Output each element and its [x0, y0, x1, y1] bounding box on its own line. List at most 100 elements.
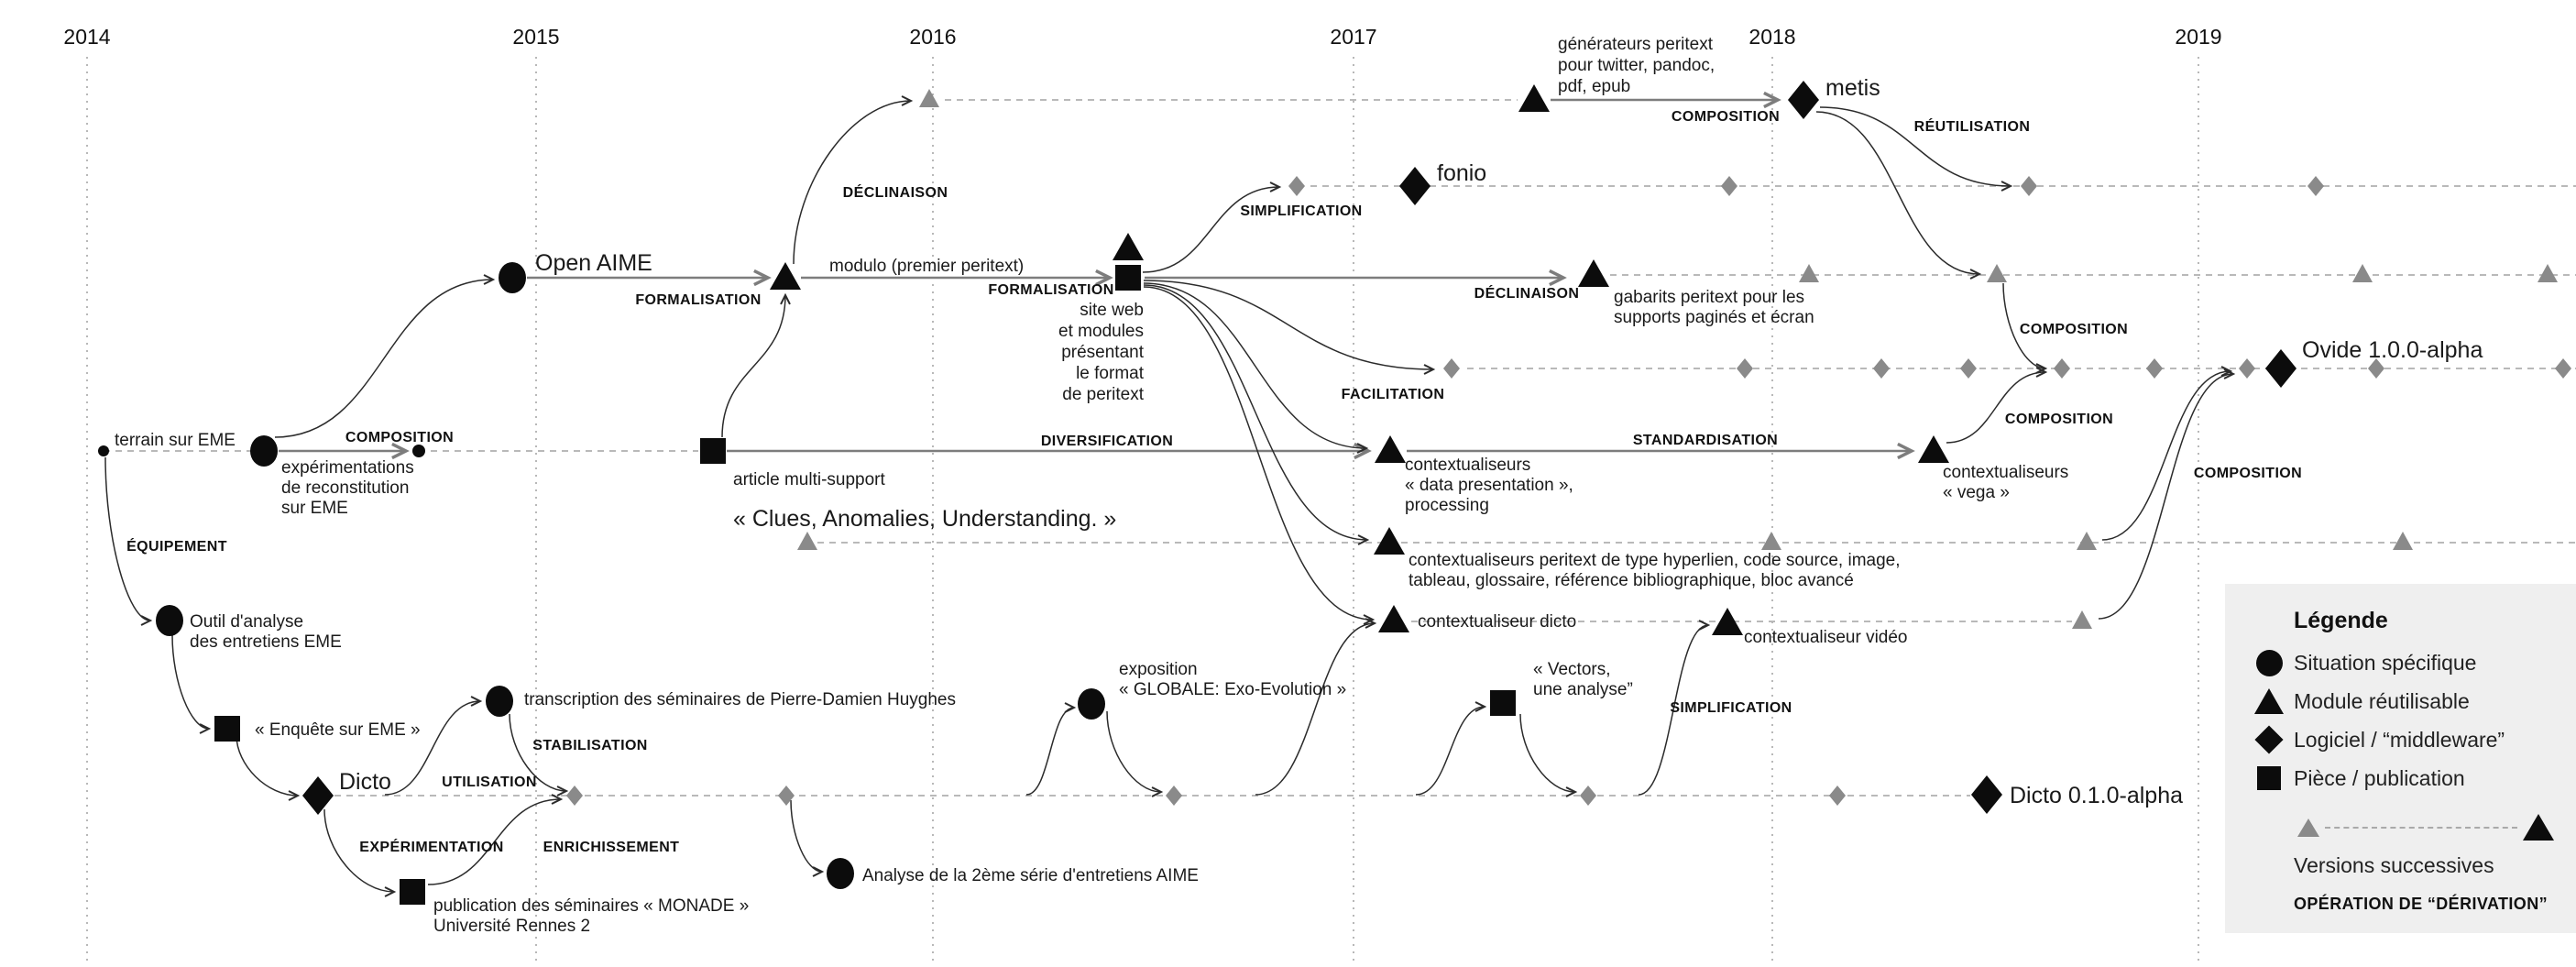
grey-diamond-marker-4 [1443, 358, 1460, 379]
edge-enquete-to-dicto [236, 734, 301, 801]
node-gabarits-peritext [1578, 259, 1609, 287]
edge-fan-hyperlien [1143, 284, 1370, 545]
label-contextualiseur-dicto: contextualiseur dicto [1418, 612, 1576, 632]
year-label-2018: 2018 [1748, 25, 1795, 49]
node-fonio [1399, 167, 1431, 205]
label-site-web-peritext: site web et modules présentant le format de … [1058, 301, 1145, 404]
node-publication-monade [400, 879, 425, 905]
node-metis [1788, 81, 1819, 119]
node-exposition-globale [1078, 688, 1105, 720]
grey-diamond-marker-2 [2021, 176, 2037, 196]
triangle-icon [2253, 688, 2285, 714]
edge-article-to-modulo [721, 292, 791, 438]
label-metis: metis [1825, 75, 1880, 101]
label-transcription: transcription des séminaires de Pierre-D… [524, 690, 956, 709]
year-label-2015: 2015 [512, 25, 559, 49]
op-label-13-composition: COMPOSITION [2194, 466, 2302, 481]
node-experimentations [250, 435, 278, 467]
edge-fan-ctx-dicto [1143, 286, 1376, 625]
op-label-16-enrichissement: ENRICHISSEMENT [543, 840, 680, 855]
legend-item-label: Logiciel / “middleware” [2294, 727, 2505, 752]
year-grid-layer: 2014 2015 2016 2017 2018 2019 [63, 25, 2222, 962]
grey-diamond-marker-10 [2239, 358, 2255, 379]
op-label-10-réutilisation: RÉUTILISATION [1914, 117, 2031, 135]
op-label-3-déclinaison: DÉCLINAISON [1474, 284, 1580, 302]
node-dicto [302, 776, 334, 815]
label-experimentations: expérimentations de reconstitution sur EME [281, 458, 414, 518]
node-site-web-peritext [1115, 265, 1141, 291]
grey-diamond-marker-15 [1166, 786, 1182, 806]
edge-to-analyse [790, 799, 825, 877]
version-markers-layer [566, 89, 2571, 806]
label-generateurs-peritext: générateurs peritext pour twitter, pandoc… [1558, 35, 1715, 96]
op-label-14-équipement: ÉQUIPEMENT [126, 537, 227, 555]
edge-composition-vega-ovide [1946, 367, 2048, 444]
black-triangle-icon [2523, 814, 2554, 841]
label-modulo: modulo (premier peritext) [829, 257, 1024, 276]
grey-triangle-marker-5 [797, 532, 817, 550]
grey-diamond-marker-13 [566, 786, 583, 806]
op-label-7-déclinaison: DÉCLINAISON [843, 183, 948, 201]
label-open-aime: Open AIME [535, 250, 652, 276]
op-label-18-stabilisation: STABILISATION [532, 738, 648, 753]
grey-triangle-marker-7 [2077, 532, 2097, 550]
label-clues-anomalies: « Clues, Anomalies, Understanding. » [733, 506, 1116, 532]
edge-simplification-fonio [1142, 181, 1282, 273]
node-terrain-sur-eme [98, 445, 109, 456]
grey-triangle-marker-4 [2538, 264, 2558, 282]
op-label-1-formalisation: FORMALISATION [635, 292, 761, 308]
year-label-2019: 2019 [2175, 25, 2221, 49]
edge-declinaison-up [793, 95, 914, 265]
year-label-2014: 2014 [63, 25, 110, 49]
label-terrain-sur-eme: terrain sur EME [115, 431, 236, 450]
legend-item-label: Module réutilisable [2294, 688, 2470, 713]
grey-diamond-marker-9 [2146, 358, 2163, 379]
grey-triangle-icon [2297, 818, 2319, 837]
node-contextualiseur-dicto [1378, 605, 1409, 632]
node-transcription [486, 686, 513, 717]
edge-utilisation [384, 696, 483, 796]
legend-title: Légende [2294, 608, 2388, 633]
edge-facilitation [1143, 280, 1436, 375]
edge-metis-to-gabarits-row [1815, 111, 1982, 280]
label-analyse-aime: Analyse de la 2ème série d'entretiens AI… [862, 866, 1199, 885]
grey-triangle-marker-6 [1761, 532, 1781, 550]
grey-diamond-marker-16 [1580, 786, 1596, 806]
edge-experimentation [323, 808, 397, 897]
edge-equipement [104, 456, 153, 626]
label-publication-monade: publication des séminaires « MONADE » Uni… [433, 896, 749, 936]
legend-versions-row [2297, 814, 2554, 841]
legend-item-label: Pièce / publication [2294, 765, 2465, 790]
edges-layer [104, 91, 2236, 897]
node-site-web-module [1113, 233, 1144, 260]
op-label-2-formalisation: FORMALISATION [988, 282, 1113, 298]
op-label-15-expérimentation: EXPÉRIMENTATION [359, 838, 503, 855]
edge-to-exposition [1025, 702, 1077, 796]
legend-versions-label: Versions successives [2294, 853, 2494, 877]
grey-diamond-marker-11 [2368, 358, 2384, 379]
grey-diamond-marker-7 [1960, 358, 1977, 379]
op-label-5-diversification: DIVERSIFICATION [1041, 434, 1173, 449]
grey-diamond-marker-1 [1721, 176, 1737, 196]
grey-triangle-marker-1 [1799, 264, 1819, 282]
node-ovide [2265, 349, 2296, 388]
grey-triangle-marker-9 [2072, 610, 2092, 629]
legend-item-module: Module réutilisable [2253, 682, 2576, 720]
grey-diamond-marker-6 [1873, 358, 1890, 379]
edge-composition-hyperlien-ovide [2101, 366, 2233, 541]
edge-to-vectors [1415, 701, 1487, 796]
edge-fan-datapres [1143, 282, 1369, 454]
node-contextualiseur-video [1712, 608, 1743, 635]
node-analyse-aime [827, 858, 854, 889]
edge-to-open-aime [274, 274, 496, 438]
grey-triangle-marker-2 [1987, 264, 2007, 282]
node-contextualiseurs-hyperlien [1374, 527, 1405, 555]
node-vectors-analyse [1490, 690, 1516, 716]
op-label-6-standardisation: STANDARDISATION [1633, 433, 1778, 448]
legend-item-logiciel: Logiciel / “middleware” [2253, 720, 2576, 759]
node-composition-point [412, 445, 425, 457]
op-label-11-composition: COMPOSITION [2020, 322, 2128, 337]
legend-derivation-label: OPÉRATION DE “DÉRIVATION” [2294, 895, 2549, 913]
op-label-0-composition: COMPOSITION [345, 430, 454, 445]
label-contextualiseurs-hyperlien: contextualiseurs peritext de type hyperl… [1409, 551, 1901, 590]
